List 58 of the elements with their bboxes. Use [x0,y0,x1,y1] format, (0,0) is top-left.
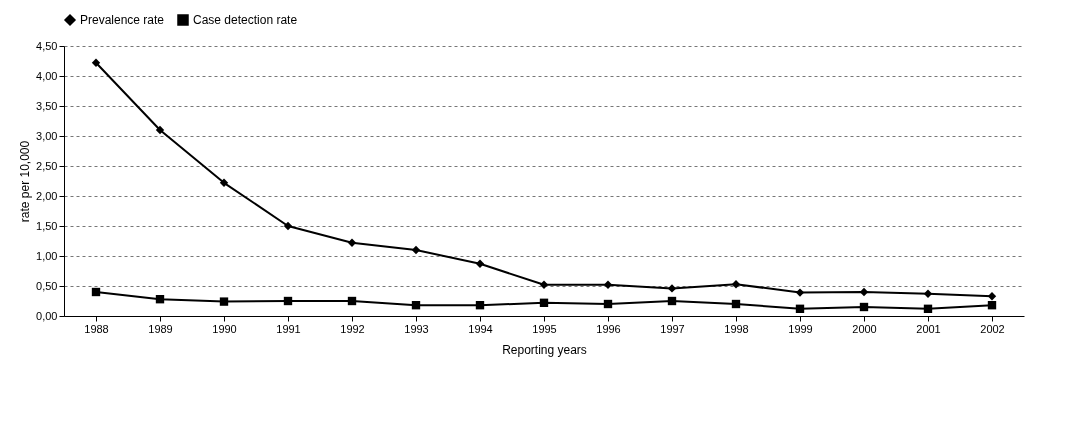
y-tick-label: 3,00 [36,129,58,142]
point [411,245,421,255]
y-tick-label: 0,50 [36,279,58,292]
x-tick-label: 1991 [276,322,301,335]
point [91,58,101,67]
y-tick-label: 2,00 [36,189,58,202]
point [923,304,933,313]
point [283,296,293,306]
x-tick-label: 1994 [468,322,493,335]
point [475,259,485,268]
point [91,287,101,297]
legend-label: Case detection rate [193,13,298,27]
x-tick-label: 2000 [852,322,877,335]
point [795,288,805,297]
point [603,280,613,289]
point [923,289,933,298]
point [219,297,229,306]
point [283,221,293,231]
y-tick-label: 0,00 [36,309,58,322]
x-tick-label: 1993 [404,322,429,335]
point [219,178,229,187]
point [731,280,741,289]
point [667,296,677,306]
y-axis-title: rate per 10,000 [18,140,33,223]
point [731,299,741,309]
point [155,295,165,304]
x-tick-label: 1988 [84,322,109,335]
x-tick-label: 1996 [596,322,621,335]
x-tick-label: 1999 [788,322,813,335]
y-tick-label: 4,50 [36,39,58,52]
point [987,301,997,310]
y-tick-label: 1,00 [36,249,58,262]
x-tick-label: 1995 [532,322,557,335]
point [603,299,613,309]
point [347,296,357,306]
point [411,301,421,310]
y-tick-label: 4,00 [36,69,58,82]
x-tick-label: 1989 [148,322,173,335]
legend-label: Prevalence rate [80,13,165,27]
x-tick-label: 2001 [916,322,941,335]
x-tick-label: 1998 [724,322,749,335]
y-tick-label: 3,50 [36,99,58,112]
x-tick-label: 1992 [340,322,365,335]
point [155,125,165,135]
point [859,302,869,312]
x-tick-label: 1990 [212,322,237,335]
point [475,301,485,310]
point [987,292,997,301]
y-tick-label: 1,50 [36,219,58,232]
point [667,284,677,293]
x-tick-label: 1997 [660,322,685,335]
y-tick-label: 2,50 [36,159,58,172]
point [539,280,549,289]
point [539,298,549,307]
point [347,238,357,247]
x-axis-title: Reporting years [502,342,587,357]
point [795,304,805,313]
x-tick-label: 2002 [980,322,1005,335]
